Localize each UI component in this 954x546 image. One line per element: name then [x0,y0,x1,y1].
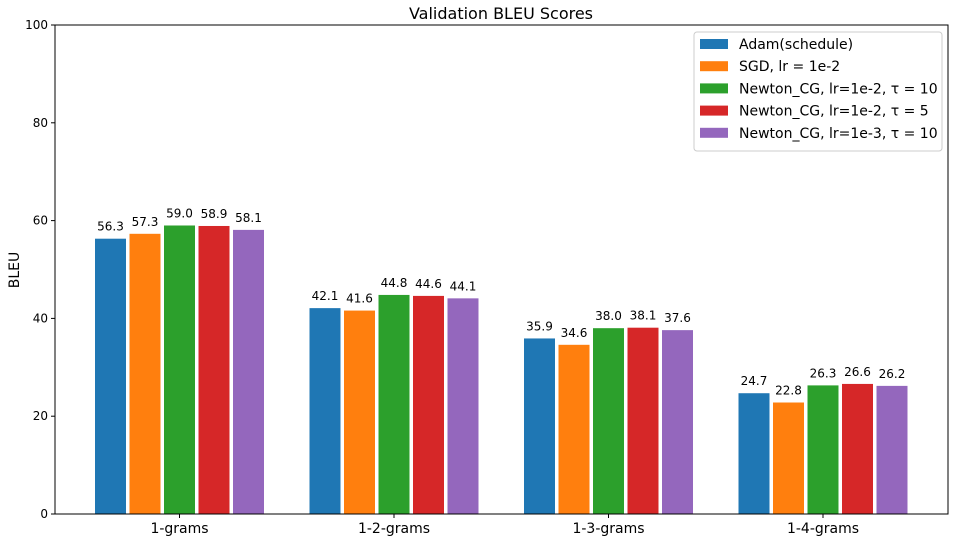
bars-group [95,225,908,515]
legend-label: Newton_CG, lr=1e-2, τ = 5 [739,104,929,120]
bar-value-label: 26.6 [844,365,871,379]
bar-value-label: 57.3 [132,215,159,229]
y-tick-label: 60 [33,214,48,228]
bar-value-label: 59.0 [166,206,193,220]
bar [198,225,230,514]
bar-value-label: 26.2 [879,367,906,381]
bar-value-label: 24.7 [741,374,768,388]
legend-box [693,31,943,152]
y-axis-ticks: 0 20 40 60 80 100 [25,18,55,521]
legend-label: Newton_CG, lr=1e-2, τ = 10 [739,81,938,97]
legend-swatch [700,105,728,116]
bar [164,225,195,515]
legend-label: Newton_CG, lr=1e-3, τ = 10 [739,126,938,142]
bar-labels-group: 56.3 57.3 59.0 58.9 58.1 42.1 41.6 44.8 44.6 44.1… [97,206,905,397]
x-tick-label: 1-grams [150,521,208,537]
bar [842,383,873,514]
bar [558,344,590,514]
legend-swatch [700,61,728,72]
legend-label: Adam(schedule) [739,37,853,53]
bar-value-label: 42.1 [312,289,339,303]
bar-value-label: 37.6 [664,311,691,325]
bar-value-label: 44.1 [450,279,477,293]
y-tick-label: 20 [33,409,48,423]
legend-swatch [700,83,728,94]
bar [593,328,624,514]
bar [738,393,770,514]
y-axis-label: BLEU [7,252,23,289]
bar-value-label: 35.9 [526,319,553,333]
legend-swatch [700,127,728,138]
bar [662,330,693,514]
bar [95,238,126,514]
bar [807,385,839,514]
bar [773,402,804,514]
y-tick-label: 100 [25,18,48,32]
bar [233,229,264,515]
x-tick-label: 1-2-grams [358,521,430,537]
y-tick-label: 0 [40,507,48,521]
bar-value-label: 58.1 [235,211,262,225]
plot-frame [54,24,949,515]
bar-value-label: 26.3 [810,366,837,380]
chart-title: Validation BLEU Scores [409,4,593,23]
x-tick-label: 1-3-grams [572,521,644,537]
y-tick-label: 80 [33,116,48,130]
bar [447,298,479,514]
legend: Adam(schedule) SGD, lr = 1e-2 Newton_CG, l… [693,31,943,152]
bar-value-label: 34.6 [561,326,588,340]
bar [309,308,341,514]
bar-value-label: 44.8 [381,276,408,290]
bar-value-label: 38.0 [595,309,622,323]
bar-value-label: 38.1 [630,309,657,323]
bar-value-label: 56.3 [97,220,124,234]
bar [344,310,375,514]
legend-label: SGD, lr = 1e-2 [739,59,840,75]
bar [413,295,444,514]
bar-value-label: 41.6 [346,292,373,306]
bar [627,327,659,514]
bar [378,294,410,514]
bar-value-label: 22.8 [775,384,802,398]
bar-value-label: 44.6 [415,277,442,291]
x-tick-label: 1-4-grams [787,521,859,537]
y-tick-label: 40 [33,311,48,325]
bar [876,385,908,514]
bar [524,338,555,514]
bar [129,233,161,515]
legend-swatch [700,39,728,49]
bar-value-label: 58.9 [201,207,228,221]
x-axis-ticks: 1-grams 1-2-grams 1-3-grams 1-4-grams [150,514,859,537]
